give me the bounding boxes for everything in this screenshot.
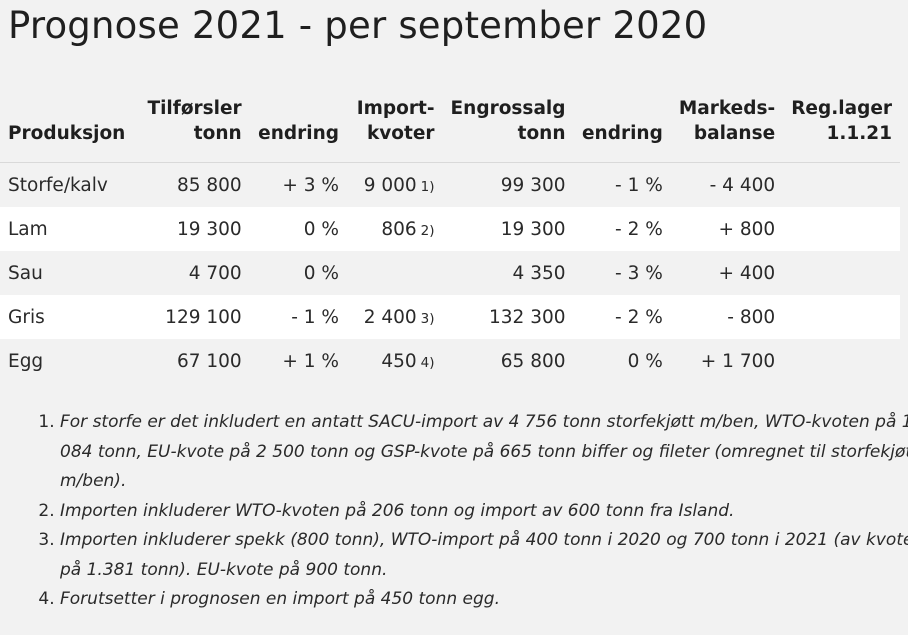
cell-engrossalg: 19 300 — [500, 218, 566, 240]
header-engrossalg: Engrossalg tonn — [442, 96, 574, 163]
cell-tilforsler: 19 300 — [176, 218, 242, 240]
header-tilforsler: Tilførsler tonn — [139, 96, 250, 163]
footnote-ref: 1) — [420, 178, 435, 195]
cell-produksjon: Lam — [8, 218, 48, 240]
cell-reglager — [783, 207, 900, 251]
cell-engrossalg: 99 300 — [500, 174, 566, 196]
footnote-ref: 4) — [420, 354, 435, 371]
table-row: Storfe/kalv 85 800 + 3 % 9 000 1) 99 300 - 1 %… — [0, 162, 900, 208]
cell-endring-2: - 2 % — [615, 218, 663, 240]
footnote-item: Importen inkluderer spekk (800 tonn), WT… — [60, 526, 908, 585]
table-header-row: Produksjon Tilførsler tonn endring Import… — [0, 96, 900, 163]
cell-markedsbalanse: + 1 700 — [700, 350, 776, 372]
header-produksjon: Produksjon — [0, 96, 140, 163]
cell-markedsbalanse: + 400 — [718, 262, 776, 284]
header-endring: endring — [249, 96, 347, 163]
cell-endring: 0 % — [303, 218, 339, 240]
cell-reglager — [783, 163, 900, 208]
cell-markedsbalanse: + 800 — [718, 218, 776, 240]
cell-importkvoter — [347, 251, 443, 295]
table-row: Gris 129 100 - 1 % 2 400 3) 132 300 - 2 % - 800 — [0, 295, 900, 339]
footnote-ref: 2) — [420, 222, 435, 239]
header-markedsbalanse: Markeds-balanse — [670, 96, 784, 163]
header-reglager: Reg.lager 1.1.21 — [783, 96, 900, 163]
cell-markedsbalanse: - 800 — [727, 306, 776, 328]
cell-endring-2: - 3 % — [615, 262, 663, 284]
cell-endring: + 1 % — [282, 350, 339, 372]
cell-markedsbalanse: - 4 400 — [709, 174, 776, 196]
cell-engrossalg: 65 800 — [500, 350, 566, 372]
cell-produksjon: Sau — [8, 262, 43, 284]
cell-endring: - 1 % — [291, 306, 339, 328]
cell-importkvoter: 450 4) — [381, 350, 435, 372]
header-endring-2: endring — [573, 96, 671, 163]
cell-endring-2: - 1 % — [615, 174, 663, 196]
footnote-item: For storfe er det inkludert en antatt SA… — [60, 408, 908, 497]
cell-engrossalg: 4 350 — [512, 262, 566, 284]
table-row: Sau 4 700 0 % 4 350 - 3 % + 400 — [0, 251, 900, 295]
cell-produksjon: Gris — [8, 306, 45, 328]
page-title: Prognose 2021 - per september 2020 — [8, 4, 708, 47]
cell-tilforsler: 67 100 — [176, 350, 242, 372]
cell-importkvoter: 2 400 3) — [363, 306, 435, 328]
cell-reglager — [783, 295, 900, 339]
cell-endring-2: 0 % — [627, 350, 663, 372]
cell-tilforsler: 129 100 — [165, 306, 242, 328]
cell-endring: + 3 % — [282, 174, 339, 196]
cell-tilforsler: 85 800 — [176, 174, 242, 196]
cell-reglager — [783, 339, 900, 383]
cell-reglager — [783, 251, 900, 295]
cell-importkvoter: 806 2) — [381, 218, 435, 240]
cell-importkvoter: 9 000 1) — [363, 174, 435, 196]
footnote-item: Importen inkluderer WTO-kvoten på 206 to… — [60, 497, 908, 527]
cell-engrossalg: 132 300 — [489, 306, 566, 328]
cell-tilforsler: 4 700 — [188, 262, 242, 284]
table-row: Lam 19 300 0 % 806 2) 19 300 - 2 % + 800 — [0, 207, 900, 251]
footnote-ref: 3) — [420, 310, 435, 327]
footnotes-list: For storfe er det inkludert en antatt SA… — [0, 408, 908, 615]
cell-produksjon: Storfe/kalv — [8, 174, 108, 196]
table-row: Egg 67 100 + 1 % 450 4) 65 800 0 % + 1 700 — [0, 339, 900, 383]
footnote-item: Forutsetter i prognosen en import på 450… — [60, 585, 908, 615]
forecast-table: Produksjon Tilførsler tonn endring Import… — [0, 96, 900, 383]
cell-produksjon: Egg — [8, 350, 44, 372]
cell-endring: 0 % — [303, 262, 339, 284]
header-importkvoter: Import-kvoter — [347, 96, 443, 163]
cell-endring-2: - 2 % — [615, 306, 663, 328]
